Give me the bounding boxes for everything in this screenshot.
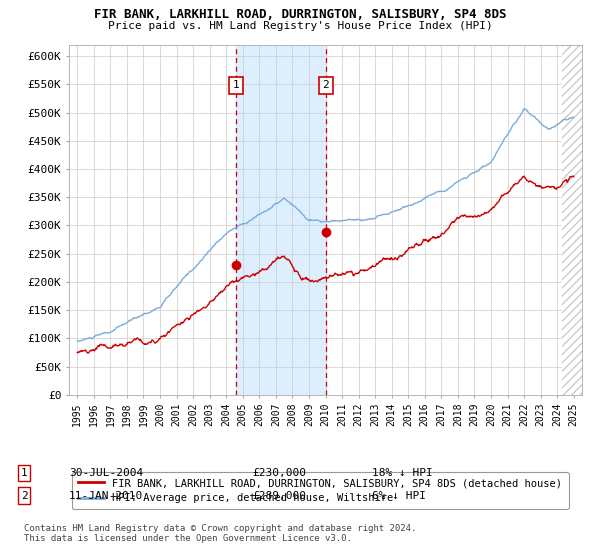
Legend: FIR BANK, LARKHILL ROAD, DURRINGTON, SALISBURY, SP4 8DS (detached house), HPI: A: FIR BANK, LARKHILL ROAD, DURRINGTON, SAL… bbox=[71, 472, 569, 510]
Text: FIR BANK, LARKHILL ROAD, DURRINGTON, SALISBURY, SP4 8DS: FIR BANK, LARKHILL ROAD, DURRINGTON, SAL… bbox=[94, 8, 506, 21]
Text: 18% ↓ HPI: 18% ↓ HPI bbox=[372, 468, 433, 478]
Text: £289,000: £289,000 bbox=[252, 491, 306, 501]
Text: 1: 1 bbox=[232, 81, 239, 91]
Text: £230,000: £230,000 bbox=[252, 468, 306, 478]
Bar bbox=[562, 45, 582, 395]
Text: 1: 1 bbox=[20, 468, 28, 478]
Text: 30-JUL-2004: 30-JUL-2004 bbox=[69, 468, 143, 478]
Text: Contains HM Land Registry data © Crown copyright and database right 2024.
This d: Contains HM Land Registry data © Crown c… bbox=[24, 524, 416, 543]
Text: Price paid vs. HM Land Registry's House Price Index (HPI): Price paid vs. HM Land Registry's House … bbox=[107, 21, 493, 31]
Text: 2: 2 bbox=[20, 491, 28, 501]
Text: 11-JAN-2010: 11-JAN-2010 bbox=[69, 491, 143, 501]
Text: 6% ↓ HPI: 6% ↓ HPI bbox=[372, 491, 426, 501]
Bar bbox=[236, 45, 326, 395]
Text: 2: 2 bbox=[323, 81, 329, 91]
Bar bbox=[562, 45, 582, 395]
